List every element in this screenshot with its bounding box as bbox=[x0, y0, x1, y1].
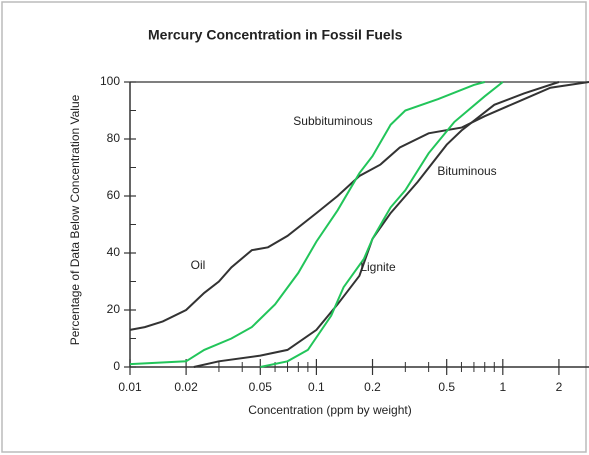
series-label: Oil bbox=[191, 258, 206, 272]
x-tick-label: 0.05 bbox=[249, 380, 273, 394]
y-tick-label: 20 bbox=[107, 302, 121, 316]
series-line bbox=[260, 81, 504, 368]
y-tick-label: 0 bbox=[113, 359, 120, 373]
x-axis-label: Concentration (ppm by weight) bbox=[248, 403, 411, 417]
series-line bbox=[129, 81, 485, 366]
x-tick-label: 1 bbox=[499, 380, 506, 394]
x-tick-label: 0.5 bbox=[438, 380, 455, 394]
y-tick-label: 60 bbox=[107, 188, 121, 202]
series-line bbox=[193, 81, 560, 368]
x-tick-label: 2 bbox=[556, 380, 563, 394]
x-tick-label: 0.2 bbox=[364, 380, 381, 394]
y-tick-label: 100 bbox=[100, 74, 120, 88]
x-tick-label: 0.1 bbox=[308, 380, 325, 394]
x-tick-label: 0.02 bbox=[174, 380, 198, 394]
series-label: Bituminous bbox=[437, 164, 496, 178]
series-label: Subbituminous bbox=[293, 114, 372, 128]
y-tick-label: 40 bbox=[107, 245, 121, 259]
y-axis-label: Percentage of Data Below Concentration V… bbox=[68, 94, 82, 345]
y-tick-label: 80 bbox=[107, 131, 121, 145]
series-label: Lignite bbox=[360, 260, 396, 274]
series-line bbox=[129, 81, 589, 331]
x-tick-label: 0.01 bbox=[118, 380, 142, 394]
chart-title: Mercury Concentration in Fossil Fuels bbox=[148, 27, 403, 43]
